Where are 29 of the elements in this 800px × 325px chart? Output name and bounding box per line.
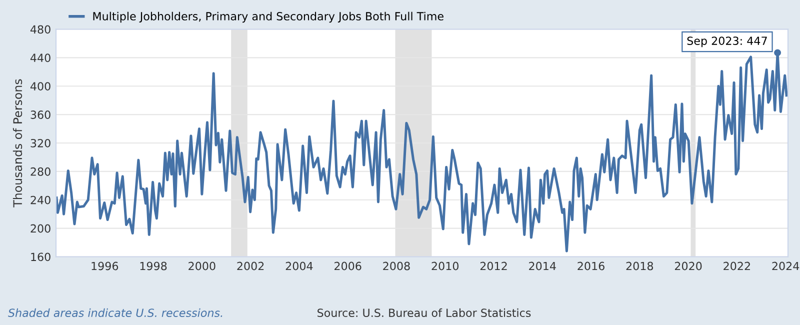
y-tick-label: 240 [30, 196, 50, 204]
x-tick-label: 2006 [334, 262, 362, 270]
x-tick-label: 2010 [432, 262, 459, 270]
legend-label: Multiple Jobholders, Primary and Secondary Jobs Both Full Time [93, 12, 444, 23]
y-tick-label: 480 [30, 25, 50, 34]
text: Shaded areas indicate U.S. recessions. [8, 308, 222, 318]
y-tick-label: 440 [30, 54, 50, 62]
source-note: Source: U.S. Bureau of Labor Statistics [318, 308, 531, 318]
x-tick-label: 1996 [92, 262, 118, 270]
x-tick-label: 2020 [674, 262, 702, 270]
y-tick-label: 160 [31, 252, 50, 262]
x-tick-label: 2018 [626, 262, 654, 270]
x-tick-label: 1998 [140, 262, 167, 270]
x-tick-label: 2024 [772, 262, 800, 270]
x-tick-label: 2014 [529, 262, 556, 270]
y-tick-label: 360 [30, 110, 50, 119]
y-tick-label: 320 [30, 138, 50, 148]
x-tick-label: 2002 [237, 262, 264, 270]
x-tick-label: 2016 [578, 262, 604, 270]
x-tick-label: 2012 [480, 262, 507, 270]
x-tick-label: 2004 [286, 262, 313, 270]
annotation: Sep 2023: 447 [687, 36, 767, 48]
y-tick-label: 400 [30, 82, 50, 91]
y-axis-title: Thousands of Persons [12, 79, 22, 208]
x-tick-label: 2022 [724, 262, 750, 270]
x-tick-label: 2000 [188, 262, 216, 270]
y-tick-label: 200 [30, 224, 50, 233]
x-tick-label: 2008 [383, 262, 410, 270]
y-tick-label: 280 [30, 167, 50, 176]
